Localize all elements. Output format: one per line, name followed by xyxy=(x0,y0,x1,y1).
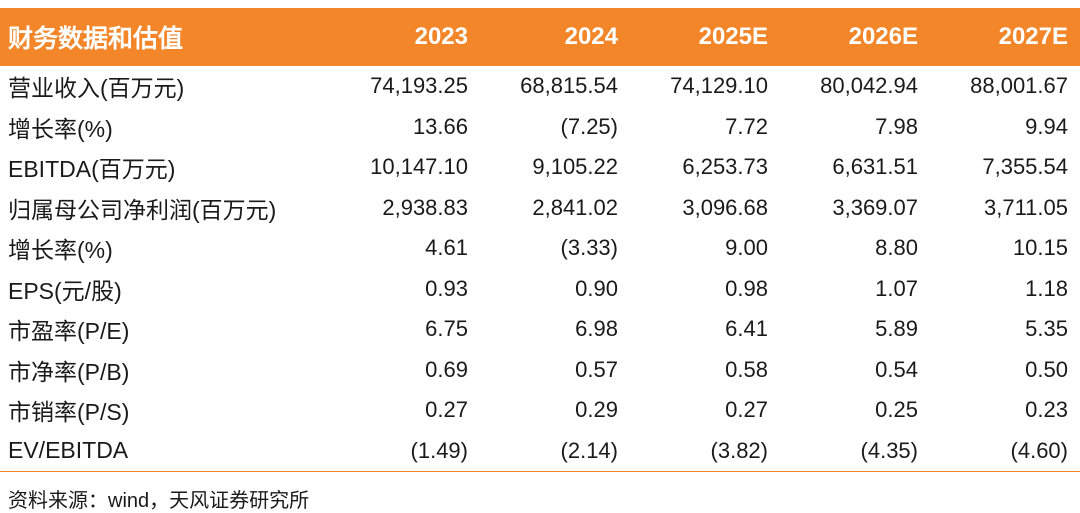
table-row: EBITDA(百万元) 10,147.10 9,105.22 6,253.73 6,63… xyxy=(0,147,1080,188)
value-cell: 0.57 xyxy=(575,356,618,382)
value-cell: 74,193.25 xyxy=(370,73,468,99)
row-label: 营业收入(百万元) xyxy=(8,75,185,102)
value-cell: 4.61 xyxy=(425,235,468,261)
value-cell: 68,815.54 xyxy=(520,73,618,99)
value-cell: 0.29 xyxy=(575,397,618,423)
row-label: 归属母公司净利润(百万元) xyxy=(8,196,277,223)
value-cell: 0.54 xyxy=(875,356,918,382)
financial-data-table: 财务数据和估值 2023 2024 2025E 2026E 2027E 营业收入… xyxy=(0,8,1080,472)
value-cell: 0.50 xyxy=(1025,356,1068,382)
row-label: EV/EBITDA xyxy=(0,430,330,472)
value-cell: 8.80 xyxy=(875,235,918,261)
value-cell: 10.15 xyxy=(1012,235,1068,261)
value-cell: 9,105.22 xyxy=(532,154,618,180)
value-cell: (1.49) xyxy=(330,430,480,472)
value-cell: 0.23 xyxy=(1025,397,1068,423)
header-title: 财务数据和估值 xyxy=(8,25,184,53)
value-cell: 0.25 xyxy=(875,397,918,423)
financial-table-container: 财务数据和估值 2023 2024 2025E 2026E 2027E 营业收入… xyxy=(0,8,1080,472)
value-cell: 13.66 xyxy=(412,113,468,139)
value-cell: 0.27 xyxy=(725,397,768,423)
table-row: 归属母公司净利润(百万元) 2,938.83 2,841.02 3,096.68 3,3… xyxy=(0,188,1080,229)
header-year-2027e: 2027E xyxy=(998,23,1068,50)
table-row: 市盈率(P/E) 6.75 6.98 6.41 5.89 5.35 xyxy=(0,309,1080,350)
value-cell: 0.93 xyxy=(425,275,468,301)
table-row: 市销率(P/S) 0.27 0.29 0.27 0.25 0.23 xyxy=(0,390,1080,431)
value-cell: 3,711.05 xyxy=(983,194,1068,220)
row-label: EBITDA(百万元) xyxy=(8,156,176,183)
value-cell: 74,129.10 xyxy=(670,73,768,99)
value-cell: 2,841.02 xyxy=(532,194,618,220)
value-cell: (4.60) xyxy=(930,430,1080,472)
table-row: 市净率(P/B) 0.69 0.57 0.58 0.54 0.50 xyxy=(0,350,1080,391)
table-body: 营业收入(百万元) 74,193.25 68,815.54 74,129.10 80,0… xyxy=(0,66,1080,472)
row-label: 市销率(P/S) xyxy=(8,399,130,426)
table-header-row: 财务数据和估值 2023 2024 2025E 2026E 2027E xyxy=(0,8,1080,66)
value-cell: (4.35) xyxy=(780,430,930,472)
value-cell: 7.72 xyxy=(725,113,768,139)
value-cell: (3.33) xyxy=(560,235,618,261)
value-cell: 0.27 xyxy=(425,397,468,423)
header-year-2024: 2024 xyxy=(564,23,618,50)
table-row: 增长率(%) 13.66 (7.25) 7.72 7.98 9.94 xyxy=(0,107,1080,148)
row-label: 增长率(%) xyxy=(8,115,113,142)
value-cell: 3,096.68 xyxy=(682,194,768,220)
row-label: 市净率(P/B) xyxy=(8,358,130,385)
table-row: 增长率(%) 4.61 (3.33) 9.00 8.80 10.15 xyxy=(0,228,1080,269)
value-cell: 6,253.73 xyxy=(682,154,768,180)
source-note: 资料来源：wind，天风证券研究所 xyxy=(8,490,310,512)
value-cell: 6.41 xyxy=(725,316,768,342)
table-row: EV/EBITDA (1.49) (2.14) (3.82) (4.35) (4.60) xyxy=(0,430,1080,472)
header-year-2025e: 2025E xyxy=(698,23,768,50)
value-cell: 6.98 xyxy=(575,316,618,342)
value-cell: 0.90 xyxy=(575,275,618,301)
table-row: 营业收入(百万元) 74,193.25 68,815.54 74,129.10 80,0… xyxy=(0,66,1080,107)
value-cell: 10,147.10 xyxy=(370,154,468,180)
row-label: 市盈率(P/E) xyxy=(8,318,130,345)
value-cell: 3,369.07 xyxy=(832,194,918,220)
value-cell: 80,042.94 xyxy=(820,73,918,99)
value-cell: 1.18 xyxy=(1025,275,1068,301)
value-cell: (7.25) xyxy=(560,113,618,139)
value-cell: 6,631.51 xyxy=(832,154,918,180)
table-row: EPS(元/股) 0.93 0.90 0.98 1.07 1.18 xyxy=(0,269,1080,310)
header-year-2023: 2023 xyxy=(414,23,468,50)
row-label: EPS(元/股) xyxy=(8,277,122,304)
value-cell: 5.35 xyxy=(1025,316,1068,342)
header-year-2026e: 2026E xyxy=(848,23,918,50)
value-cell: 0.58 xyxy=(725,356,768,382)
value-cell: 2,938.83 xyxy=(382,194,468,220)
value-cell: (3.82) xyxy=(630,430,780,472)
value-cell: 7,355.54 xyxy=(982,154,1068,180)
row-label: 增长率(%) xyxy=(8,237,113,264)
value-cell: 88,001.67 xyxy=(970,73,1068,99)
value-cell: 5.89 xyxy=(875,316,918,342)
value-cell: 0.69 xyxy=(425,356,468,382)
value-cell: 7.98 xyxy=(875,113,918,139)
value-cell: (2.14) xyxy=(480,430,630,472)
value-cell: 6.75 xyxy=(425,316,468,342)
value-cell: 0.98 xyxy=(725,275,768,301)
value-cell: 9.94 xyxy=(1025,113,1068,139)
value-cell: 9.00 xyxy=(725,235,768,261)
value-cell: 1.07 xyxy=(875,275,918,301)
